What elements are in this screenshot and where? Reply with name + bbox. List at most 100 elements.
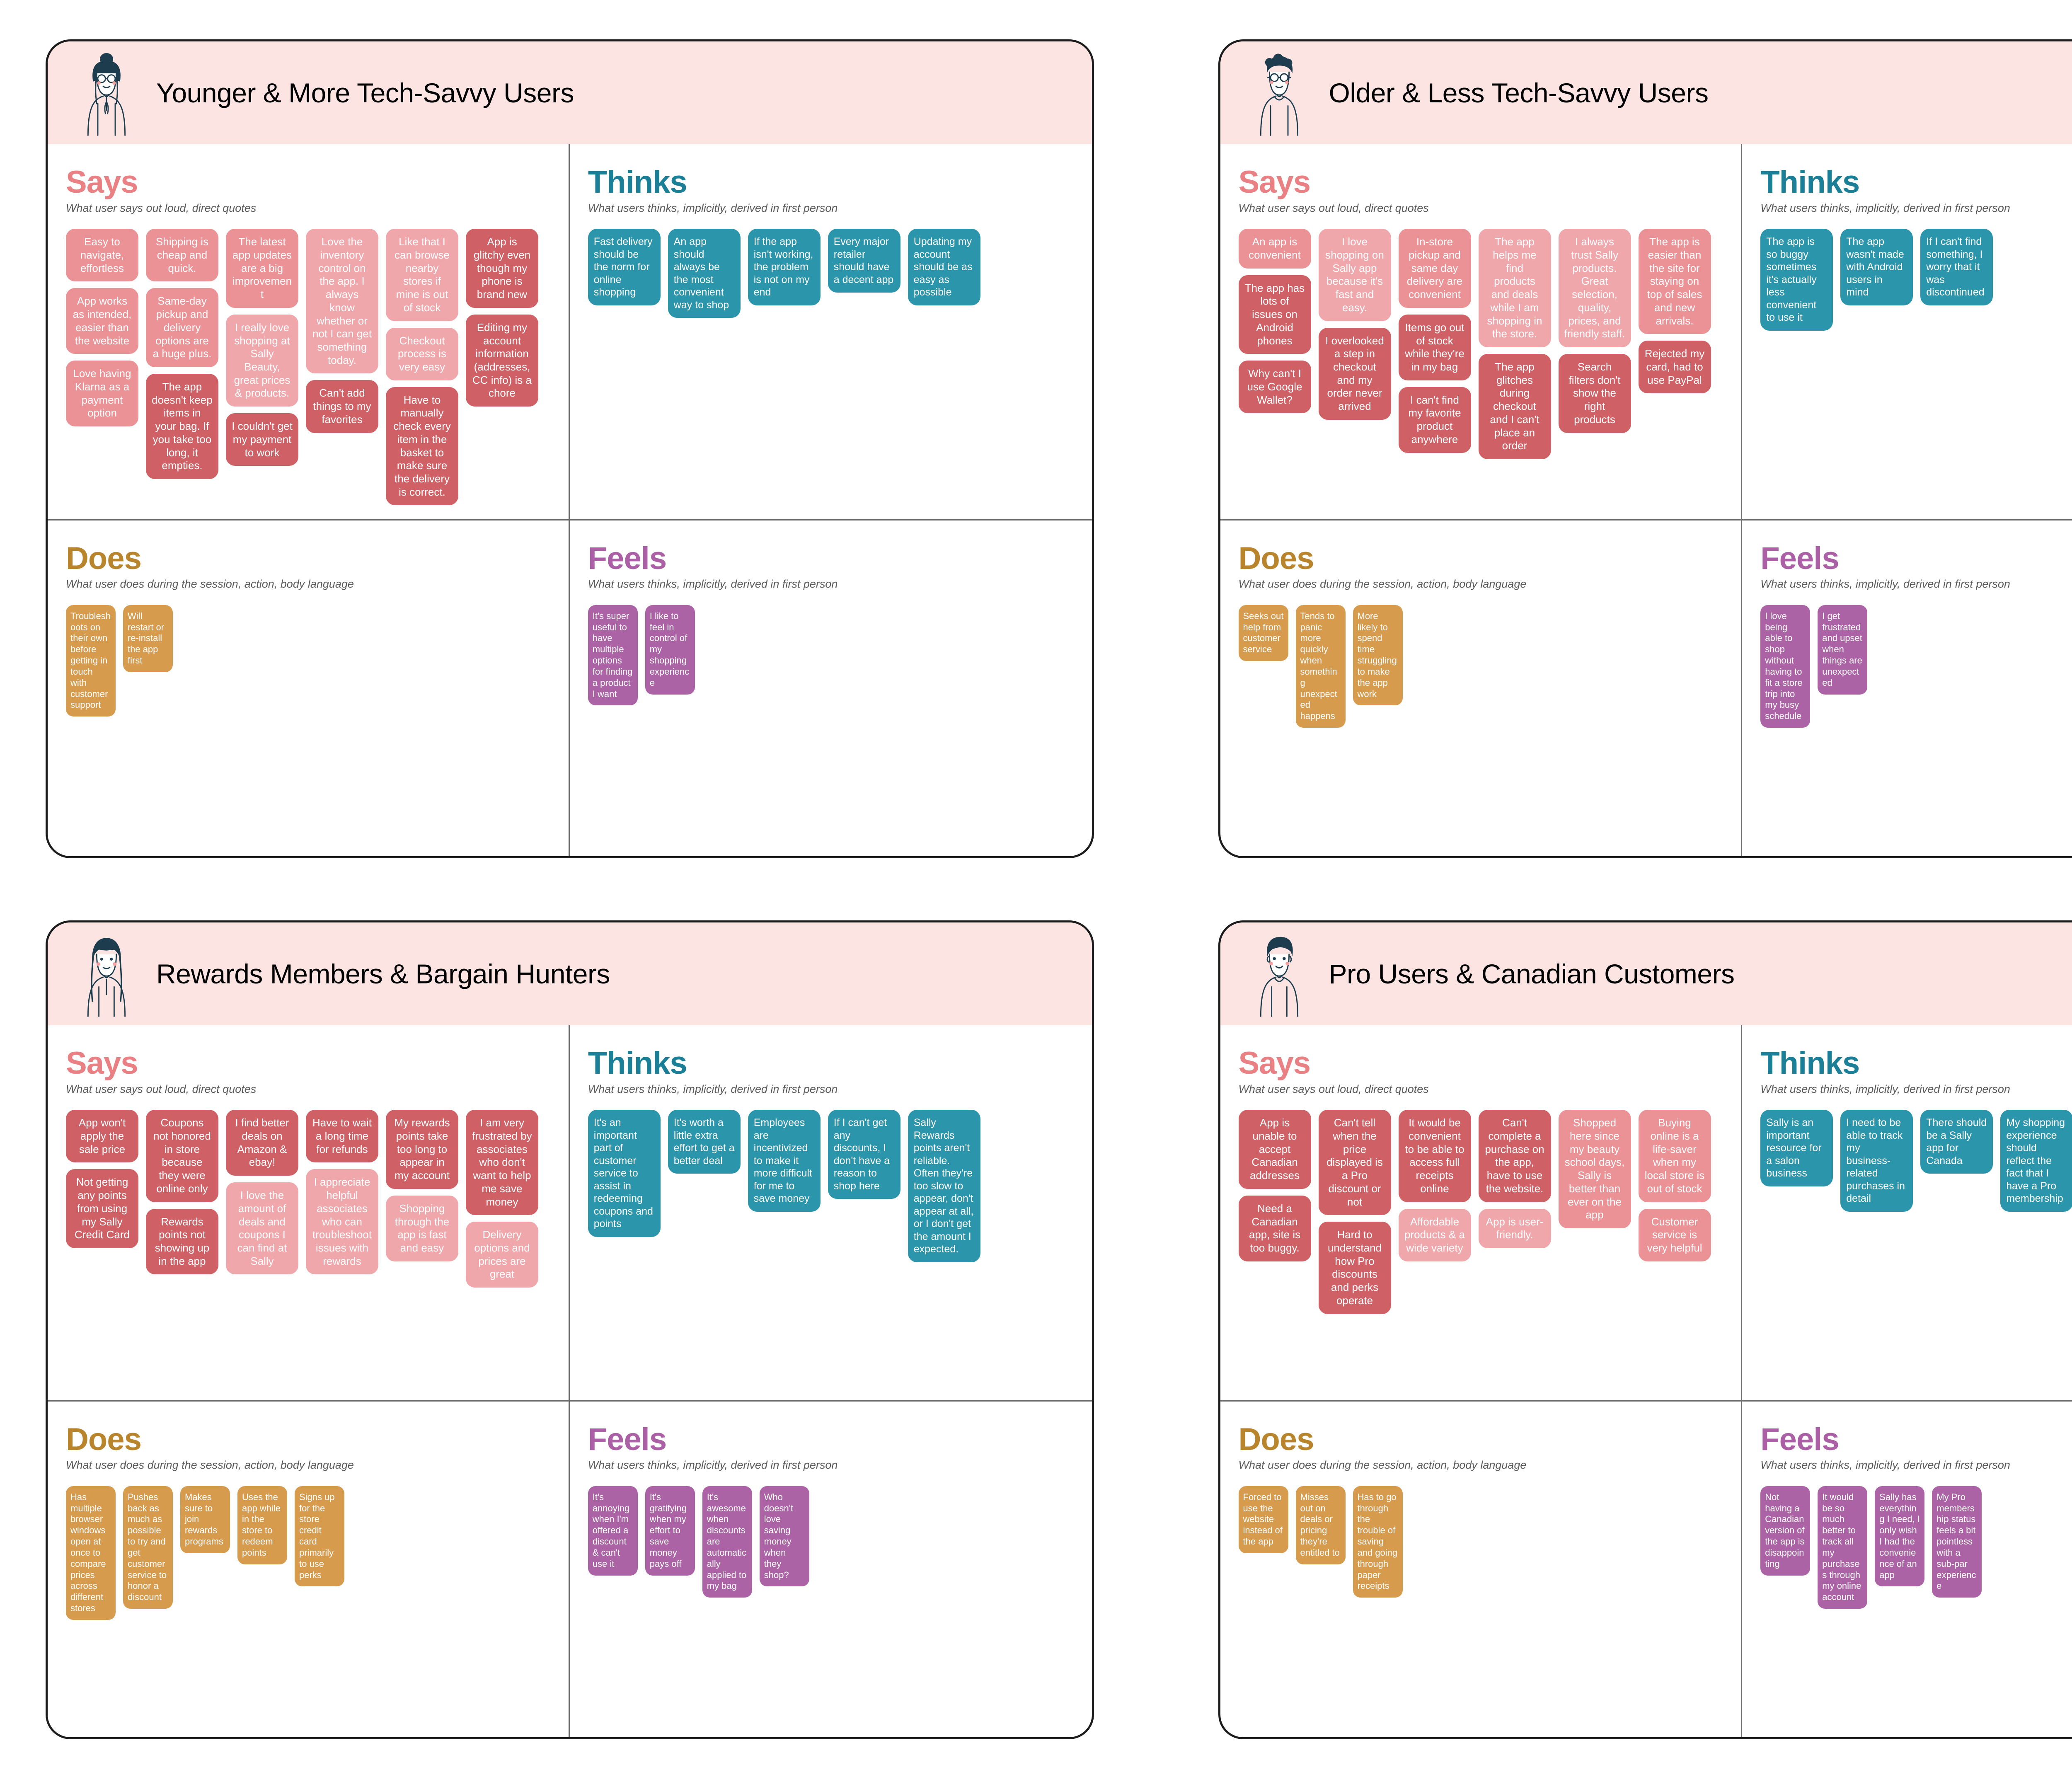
sticky-note-says[interactable]: I appreciate helpful associates who can …: [306, 1169, 378, 1275]
sticky-note-says[interactable]: Shipping is cheap and quick.: [146, 229, 218, 282]
sticky-note-says[interactable]: I overlooked a step in checkout and my o…: [1318, 327, 1391, 420]
sticky-note-says[interactable]: I always trust Sally products. Great sel…: [1558, 229, 1631, 347]
sticky-note-says[interactable]: Like that I can browse nearby stores if …: [386, 229, 458, 321]
sticky-note-says[interactable]: App is user-friendly.: [1478, 1208, 1551, 1248]
sticky-note-does[interactable]: Troubleshoots on their own before gettin…: [66, 605, 116, 717]
sticky-note-thinks[interactable]: Fast delivery should be the norm for onl…: [588, 229, 661, 305]
sticky-note-says[interactable]: Love the inventory control on the app. I…: [306, 229, 378, 374]
sticky-note-says[interactable]: In-store pickup and same day delivery ar…: [1398, 229, 1471, 308]
sticky-note-thinks[interactable]: Employees are incentivized to make it mo…: [748, 1110, 821, 1212]
sticky-note-does[interactable]: Pushes back as much as possible to try a…: [123, 1486, 173, 1609]
sticky-note-does[interactable]: Signs up for the store credit card prima…: [295, 1486, 344, 1587]
sticky-note-says[interactable]: Rewards points not showing up in the app: [146, 1208, 218, 1275]
sticky-note-does[interactable]: Misses out on deals or pricing they're e…: [1295, 1486, 1346, 1564]
sticky-note-says[interactable]: Shopped here since my beauty school days…: [1558, 1110, 1631, 1228]
sticky-note-says[interactable]: Same-day pickup and delivery options are…: [146, 288, 218, 367]
sticky-note-feels[interactable]: Sally has everything I need, I only wish…: [1875, 1486, 1925, 1587]
sticky-note-says[interactable]: Affordable products & a wide variety: [1398, 1208, 1471, 1261]
sticky-note-says[interactable]: Coupons not honored in store because the…: [146, 1110, 218, 1202]
sticky-note-thinks[interactable]: If the app isn't working, the problem is…: [748, 229, 821, 305]
sticky-note-feels[interactable]: It's super useful to have multiple optio…: [588, 605, 638, 706]
sticky-note-feels[interactable]: My Pro membership status feels a bit poi…: [1932, 1486, 1982, 1598]
sticky-note-thinks[interactable]: If I can't find something, I worry that …: [1920, 229, 1993, 305]
sticky-note-does[interactable]: Will restart or re-install the app first: [123, 605, 173, 672]
sticky-note-does[interactable]: Uses the app while in the store to redee…: [237, 1486, 287, 1564]
sticky-note-says[interactable]: Editing my account information (addresse…: [466, 314, 538, 407]
sticky-note-thinks[interactable]: Every major retailer should have a decen…: [828, 229, 900, 293]
sticky-note-does[interactable]: Makes sure to join rewards programs: [180, 1486, 230, 1553]
sticky-note-feels[interactable]: I get frustrated and upset when things a…: [1818, 605, 1868, 695]
sticky-note-says[interactable]: Love having Klarna as a payment option: [66, 361, 138, 427]
sticky-note-says[interactable]: I love the amount of deals and coupons I…: [226, 1182, 298, 1275]
quadrant-feels: Feels What users thinks, implicitly, der…: [1742, 1402, 2072, 1737]
sticky-notes-says: An app is convenient The app has lots of …: [1238, 229, 1723, 459]
sticky-note-does[interactable]: More likely to spend time struggling to …: [1353, 605, 1403, 706]
sticky-note-says[interactable]: Not getting any points from using my Sal…: [66, 1169, 138, 1248]
sticky-note-feels[interactable]: Who doesn't love saving money when they …: [759, 1486, 809, 1587]
sticky-note-says[interactable]: Can't complete a purchase on the app, ha…: [1478, 1110, 1551, 1202]
quadrant-subtitle-thinks: What users thinks, implicitly, derived i…: [1760, 201, 2010, 214]
sticky-note-says[interactable]: Easy to navigate, effortless: [66, 229, 138, 282]
sticky-note-says[interactable]: I can't find my favorite product anywher…: [1398, 387, 1471, 453]
sticky-note-feels[interactable]: It would be so much better to track all …: [1818, 1486, 1868, 1609]
sticky-note-says[interactable]: I really love shopping at Sally Beauty, …: [226, 314, 298, 407]
sticky-note-says[interactable]: The app is easier than the site for stay…: [1638, 229, 1711, 334]
quadrant-subtitle-says: What user says out loud, direct quotes: [1238, 1082, 1429, 1095]
sticky-note-says[interactable]: The app helps me find products and deals…: [1478, 229, 1551, 347]
sticky-note-says[interactable]: Rejected my card, had to use PayPal: [1638, 341, 1711, 394]
sticky-note-thinks[interactable]: The app wasn't made with Android users i…: [1840, 229, 1913, 305]
sticky-note-feels[interactable]: I like to feel in control of my shopping…: [645, 605, 695, 695]
sticky-note-says[interactable]: App works as intended, easier than the w…: [66, 288, 138, 354]
sticky-note-feels[interactable]: It's awesome when discounts are automati…: [702, 1486, 752, 1598]
sticky-note-says[interactable]: Customer service is very helpful: [1638, 1208, 1711, 1261]
sticky-note-says[interactable]: Have to manually check every item in the…: [386, 387, 458, 506]
sticky-note-says[interactable]: Need a Canadian app, site is too buggy.: [1238, 1195, 1311, 1261]
sticky-note-says[interactable]: I find better deals on Amazon & ebay!: [226, 1110, 298, 1176]
sticky-note-thinks[interactable]: Sally is an important resource for a sal…: [1760, 1110, 1833, 1186]
sticky-note-does[interactable]: Has multiple browser windows open at onc…: [66, 1486, 116, 1620]
sticky-note-says[interactable]: Have to wait a long time for refunds: [306, 1110, 378, 1163]
sticky-note-thinks[interactable]: If I can't get any discounts, I don't ha…: [828, 1110, 900, 1199]
sticky-note-thinks[interactable]: It's worth a little extra effort to get …: [668, 1110, 741, 1174]
sticky-note-feels[interactable]: It's annoying when I'm offered a discoun…: [588, 1486, 638, 1576]
sticky-note-says[interactable]: An app is convenient: [1238, 229, 1311, 269]
sticky-note-feels[interactable]: It's gratifying when my effort to save m…: [645, 1486, 695, 1576]
sticky-note-says[interactable]: Can't tell when the price displayed is a…: [1318, 1110, 1391, 1215]
sticky-note-thinks[interactable]: It's an important part of customer servi…: [588, 1110, 661, 1237]
sticky-note-says[interactable]: Items go out of stock while they're in m…: [1398, 314, 1471, 380]
sticky-note-thinks[interactable]: There should be a Sally app for Canada: [1920, 1110, 1993, 1174]
sticky-note-says[interactable]: Checkout process is very easy: [386, 327, 458, 380]
sticky-note-says[interactable]: App is glitchy even though my phone is b…: [466, 229, 538, 308]
sticky-note-says[interactable]: I love shopping on Sally app because it'…: [1318, 229, 1391, 321]
sticky-note-says[interactable]: It would be convenient to be able to acc…: [1398, 1110, 1471, 1202]
sticky-note-says[interactable]: Buying online is a life-saver when my lo…: [1638, 1110, 1711, 1202]
sticky-note-thinks[interactable]: Sally Rewards points aren't reliable. Of…: [908, 1110, 980, 1262]
sticky-note-says[interactable]: App won't apply the sale price: [66, 1110, 138, 1163]
sticky-note-thinks[interactable]: An app should always be the most conveni…: [668, 229, 741, 318]
sticky-note-says[interactable]: The latest app updates are a big improve…: [226, 229, 298, 308]
sticky-note-does[interactable]: Seeks out help from customer service: [1238, 605, 1288, 661]
sticky-note-does[interactable]: Tends to panic more quickly when somethi…: [1295, 605, 1346, 728]
man-short-hair-avatar: [1260, 937, 1298, 1017]
sticky-note-says[interactable]: Hard to understand how Pro discounts and…: [1318, 1222, 1391, 1314]
sticky-note-says[interactable]: I couldn't get my payment to work: [226, 413, 298, 466]
sticky-note-thinks[interactable]: My shopping experience should reflect th…: [2000, 1110, 2072, 1212]
sticky-note-says[interactable]: Delivery options and prices are great: [466, 1222, 538, 1288]
sticky-note-thinks[interactable]: Updating my account should be as easy as…: [908, 229, 980, 305]
sticky-note-thinks[interactable]: I need to be able to track my business-r…: [1840, 1110, 1913, 1212]
sticky-note-says[interactable]: Why can't I use Google Wallet?: [1238, 361, 1311, 414]
sticky-note-says[interactable]: Search filters don't show the right prod…: [1558, 353, 1631, 433]
sticky-note-does[interactable]: Has to go through the trouble of saving …: [1353, 1486, 1403, 1598]
sticky-note-says[interactable]: I am very frustrated by associates who d…: [466, 1110, 538, 1215]
sticky-note-feels[interactable]: Not having a Canadian version of the app…: [1760, 1486, 1811, 1576]
sticky-note-feels[interactable]: I love being able to shop without having…: [1760, 605, 1811, 728]
sticky-note-does[interactable]: Forced to use the website instead of the…: [1238, 1486, 1288, 1553]
sticky-note-thinks[interactable]: The app is so buggy sometimes it's actua…: [1760, 229, 1833, 331]
sticky-note-says[interactable]: The app doesn't keep items in your bag. …: [146, 373, 218, 479]
sticky-note-says[interactable]: App is unable to accept Canadian address…: [1238, 1110, 1311, 1189]
sticky-note-says[interactable]: Shopping through the app is fast and eas…: [386, 1195, 458, 1261]
sticky-note-says[interactable]: The app has lots of issues on Android ph…: [1238, 275, 1311, 354]
sticky-note-says[interactable]: The app glitches during checkout and I c…: [1478, 353, 1551, 459]
sticky-note-says[interactable]: Can't add things to my favorites: [306, 380, 378, 433]
sticky-note-says[interactable]: My rewards points take too long to appea…: [386, 1110, 458, 1189]
